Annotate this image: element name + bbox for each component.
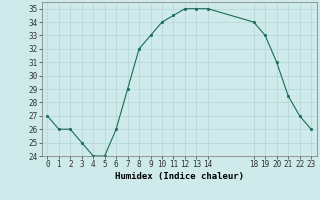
X-axis label: Humidex (Indice chaleur): Humidex (Indice chaleur) [115, 172, 244, 181]
